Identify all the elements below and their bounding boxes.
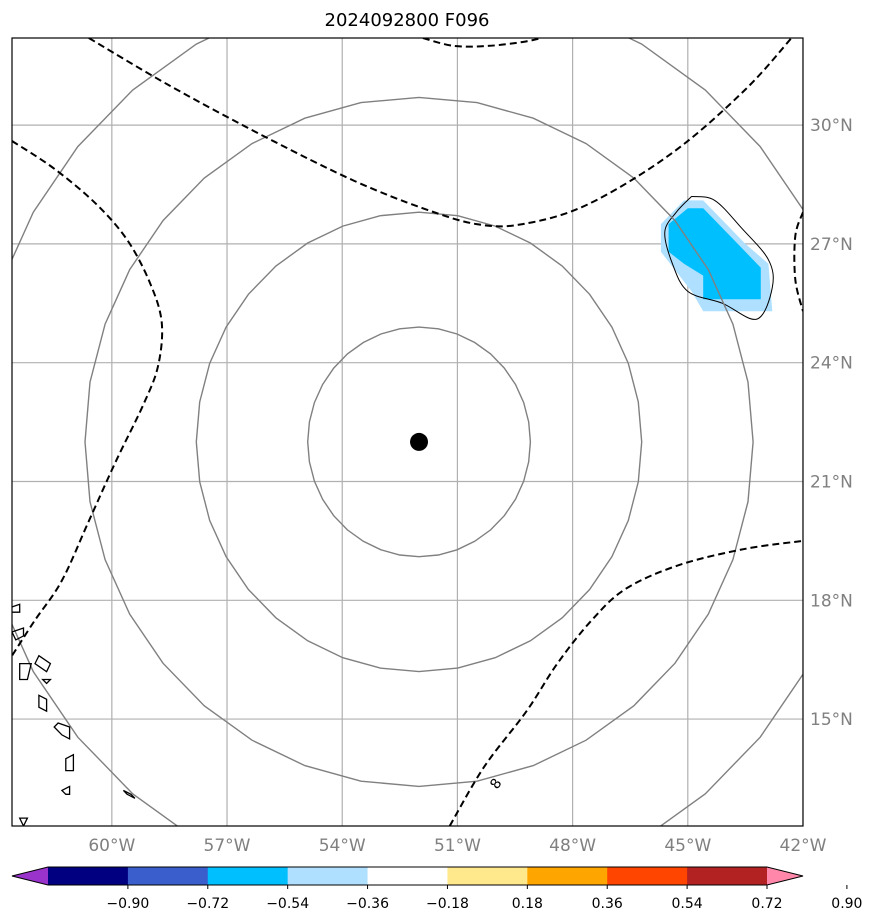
lat-tick-label: 18°N [810,591,853,611]
island-outline [19,662,33,681]
dashed-contour-c3 [448,539,803,826]
colorbar-segment [127,867,209,885]
colorbar-frame [11,866,804,886]
colorbar-tick-label: −0.36 [346,896,389,912]
lat-tick-label: 24°N [810,354,853,374]
lon-tick-label: 45°W [664,836,711,856]
colorbar-tick-label: −0.72 [186,896,229,912]
dashed-contour-c2 [12,140,164,657]
colorbar-segment [527,867,608,885]
lat-tick-label: 27°N [810,235,853,255]
lon-tick-label: 48°W [549,836,596,856]
colorbar-tick-label: −0.54 [266,896,309,912]
dashed-contour-c1 [88,38,793,228]
island-outline [12,603,21,613]
lon-tick-label: 42°W [780,836,827,856]
colorbar-tick-label: 0.54 [672,896,703,912]
colorbar-tick-label: 0.90 [831,896,862,912]
map-area: 8 [12,38,803,826]
shaded-region-outline [664,195,774,320]
colorbar-extend-high [767,867,803,885]
contour-label: 8 [487,776,505,792]
lon-tick-label: 54°W [319,836,366,856]
island-outline [38,694,48,713]
island-outline [65,753,75,772]
colorbar: −0.90 −0.72 −0.54 −0.36 −0.18 0.18 0.36 0.54 0.7… [11,866,862,912]
colorbar-tick-label: −0.90 [106,896,149,912]
storm-center-marker [410,432,429,451]
range-ring [195,211,643,673]
range-ring [306,326,532,558]
island-outline [41,678,52,685]
colorbar-segment [607,867,688,885]
island-outline [12,627,25,641]
lat-tick-label: 21°N [810,472,853,492]
map-frame [11,37,804,827]
island-outline [34,654,52,673]
colorbar-extend-low [12,867,48,885]
colorbar-segment [367,867,448,885]
colorbar-segment [687,867,768,885]
island-outline [18,817,29,826]
island-outline [122,789,136,799]
shaded-region-inner [668,208,761,300]
colorbar-tick-label: 0.18 [512,896,543,912]
lat-tick-label: 15°N [810,710,853,730]
lon-tick-label: 60°W [88,836,135,856]
colorbar-tick-label: −0.18 [426,896,469,912]
lon-tick-label: 57°W [204,836,251,856]
colorbar-segment [447,867,528,885]
range-ring [12,38,803,826]
chart-title: 2024092800 F096 [325,10,490,31]
axis-labels: 60°W 57°W 54°W 51°W 48°W 45°W 42°W 30°N 27°N 24°N… [88,116,853,856]
range-ring [84,96,754,788]
island-outline [60,785,71,795]
dashed-contour-c4 [422,38,543,48]
colorbar-segment [287,867,369,885]
lat-tick-label: 30°N [810,116,853,136]
dashed-contour-c5 [793,211,803,312]
colorbar-segment [207,867,289,885]
colorbar-segment [48,867,129,885]
colorbar-tick-label: 0.72 [751,896,782,912]
colorbar-tick-label: 0.36 [592,896,623,912]
island-outline [53,722,71,740]
lon-tick-label: 51°W [434,836,481,856]
